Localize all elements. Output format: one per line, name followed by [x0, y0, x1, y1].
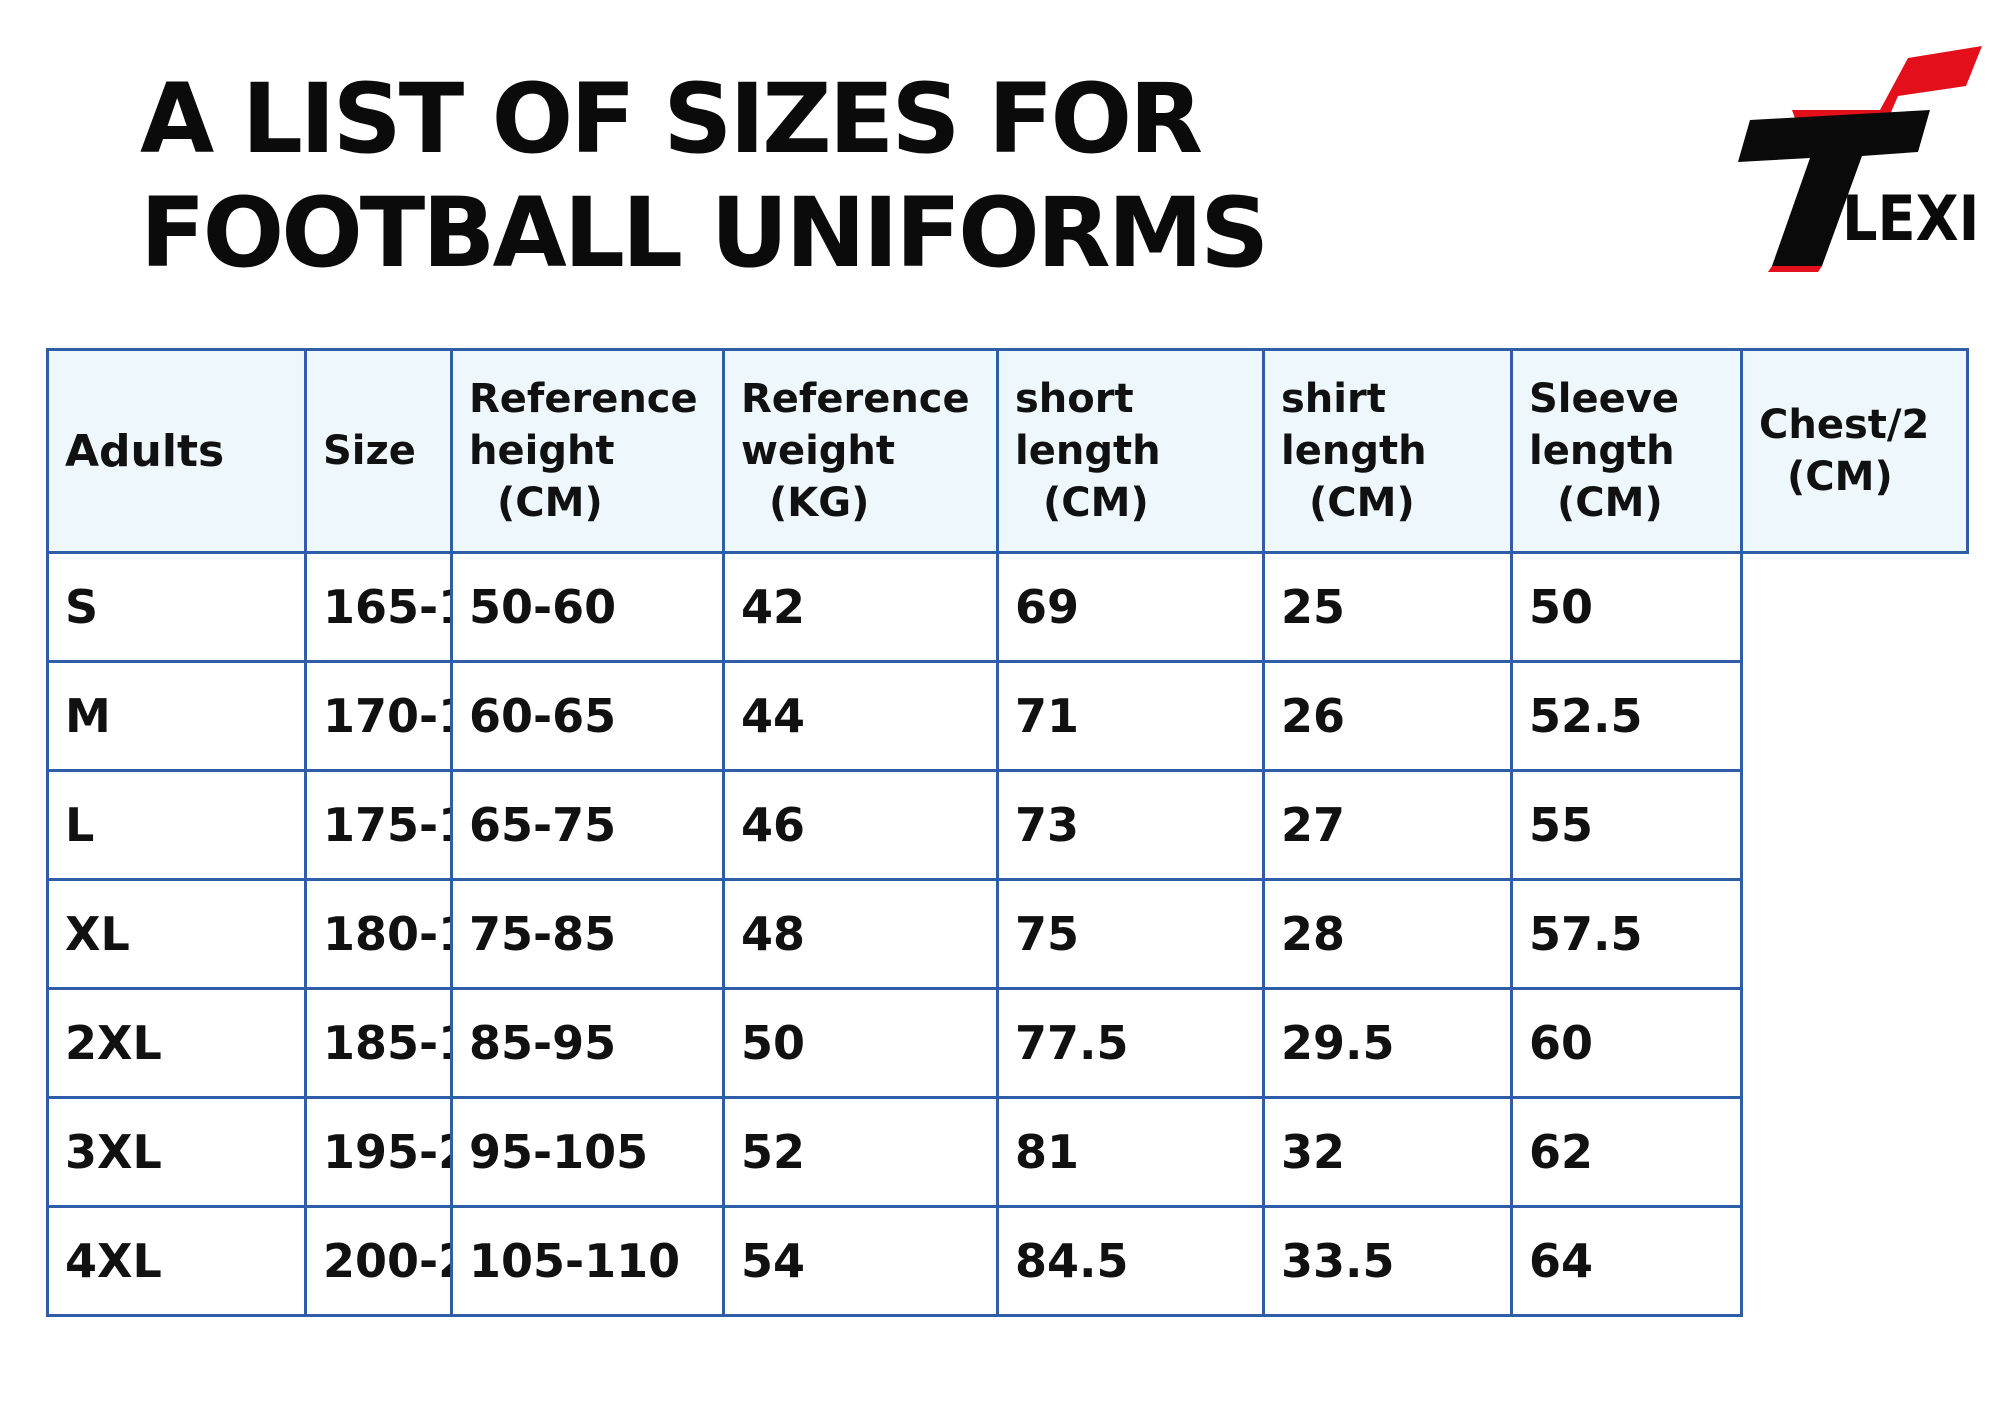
- header-line: Chest/2: [1759, 402, 1930, 448]
- cell-height: 175-180: [304, 769, 453, 881]
- group-label: Adults: [65, 425, 225, 477]
- cell-shirt-length: 69: [996, 551, 1265, 663]
- header-row: Adults Size Reference height (CM) Refere…: [46, 348, 1969, 554]
- cell-sleeve-length: 29.5: [1262, 987, 1513, 1099]
- cell-sleeve-length: 26: [1262, 660, 1513, 772]
- cell-shirt-length: 71: [996, 660, 1265, 772]
- cell-shirt-length: 81: [996, 1096, 1265, 1208]
- cell-shirt-length: 73: [996, 769, 1265, 881]
- table-row: M 170-175 60-65 44 71 26 52.5: [46, 660, 1968, 772]
- header-line: length: [1015, 428, 1161, 474]
- header-short-length: short length (CM): [996, 348, 1265, 554]
- cell-weight: 50-60: [450, 551, 725, 663]
- cell-shirt-length: 77.5: [996, 987, 1265, 1099]
- cell-size: XL: [46, 878, 307, 990]
- cell-short-length: 52: [722, 1096, 999, 1208]
- cell-shirt-length: 75: [996, 878, 1265, 990]
- header-unit: (KG): [769, 480, 870, 526]
- cell-chest-half: 55: [1510, 769, 1743, 881]
- header-shirt-length: shirt length (CM): [1262, 348, 1513, 554]
- brand-logo: LEXI: [1730, 40, 1990, 280]
- header-unit: (CM): [497, 480, 603, 526]
- cell-weight: 75-85: [450, 878, 725, 990]
- cell-height: 195-200: [304, 1096, 453, 1208]
- header-reference-weight: Reference weight (KG): [722, 348, 999, 554]
- header-sleeve-length: Sleeve length (CM): [1510, 348, 1743, 554]
- cell-chest-half: 60: [1510, 987, 1743, 1099]
- cell-size: 4XL: [46, 1205, 307, 1317]
- header-line: weight: [741, 428, 896, 474]
- cell-weight: 65-75: [450, 769, 725, 881]
- table-row: 4XL 200-210 105-110 54 84.5 33.5 64: [46, 1205, 1968, 1317]
- cell-size: 2XL: [46, 987, 307, 1099]
- cell-size: S: [46, 551, 307, 663]
- header-unit: (CM): [1309, 480, 1415, 526]
- cell-size: 3XL: [46, 1096, 307, 1208]
- header-line: Sleeve: [1529, 376, 1679, 422]
- cell-chest-half: 57.5: [1510, 878, 1743, 990]
- cell-chest-half: 50: [1510, 551, 1743, 663]
- cell-weight: 60-65: [450, 660, 725, 772]
- header-line: short: [1015, 376, 1134, 422]
- size-chart-table: Adults Size Reference height (CM) Refere…: [46, 348, 1969, 1317]
- cell-weight: 85-95: [450, 987, 725, 1099]
- cell-sleeve-length: 28: [1262, 878, 1513, 990]
- cell-size: M: [46, 660, 307, 772]
- cell-short-length: 48: [722, 878, 999, 990]
- page-title: A LIST OF SIZES FOR FOOTBALL UNIFORMS: [140, 62, 1269, 290]
- group-label-cell: Adults: [46, 348, 307, 554]
- cell-sleeve-length: 33.5: [1262, 1205, 1513, 1317]
- header-unit: (CM): [1043, 480, 1149, 526]
- cell-weight: 105-110: [450, 1205, 725, 1317]
- cell-size: L: [46, 769, 307, 881]
- cell-short-length: 46: [722, 769, 999, 881]
- header-unit: (CM): [1557, 480, 1663, 526]
- cell-height: 165-170: [304, 551, 453, 663]
- header-line: Reference: [741, 376, 970, 422]
- cell-short-length: 54: [722, 1205, 999, 1317]
- cell-short-length: 50: [722, 987, 999, 1099]
- table-row: 3XL 195-200 95-105 52 81 32 62: [46, 1096, 1968, 1208]
- cell-weight: 95-105: [450, 1096, 725, 1208]
- cell-sleeve-length: 25: [1262, 551, 1513, 663]
- cell-height: 185-195: [304, 987, 453, 1099]
- table-row: S 165-170 50-60 42 69 25 50: [46, 551, 1968, 663]
- header-line: length: [1281, 428, 1427, 474]
- header-size: Size: [304, 348, 453, 554]
- header-unit: (CM): [1787, 454, 1893, 500]
- cell-chest-half: 52.5: [1510, 660, 1743, 772]
- cell-chest-half: 62: [1510, 1096, 1743, 1208]
- cell-sleeve-length: 32: [1262, 1096, 1513, 1208]
- table-row: L 175-180 65-75 46 73 27 55: [46, 769, 1968, 881]
- header-line: Reference: [469, 376, 698, 422]
- header-line: shirt: [1281, 376, 1386, 422]
- table-body: S 165-170 50-60 42 69 25 50 M 170-175 60…: [46, 551, 1968, 1317]
- cell-short-length: 42: [722, 551, 999, 663]
- cell-shirt-length: 84.5: [996, 1205, 1265, 1317]
- cell-height: 170-175: [304, 660, 453, 772]
- title-line-2: FOOTBALL UNIFORMS: [140, 177, 1269, 289]
- header-chest-half: Chest/2 (CM): [1740, 348, 1969, 554]
- cell-chest-half: 64: [1510, 1205, 1743, 1317]
- header-reference-height: Reference height (CM): [450, 348, 725, 554]
- cell-short-length: 44: [722, 660, 999, 772]
- cell-sleeve-length: 27: [1262, 769, 1513, 881]
- svg-text:LEXI: LEXI: [1842, 182, 1979, 255]
- table-row: 2XL 185-195 85-95 50 77.5 29.5 60: [46, 987, 1968, 1099]
- header-size-label: Size: [323, 428, 416, 474]
- header-line: height: [469, 428, 615, 474]
- cell-height: 200-210: [304, 1205, 453, 1317]
- table-row: XL 180-185 75-85 48 75 28 57.5: [46, 878, 1968, 990]
- header-line: length: [1529, 428, 1675, 474]
- title-line-1: A LIST OF SIZES FOR: [140, 63, 1203, 175]
- cell-height: 180-185: [304, 878, 453, 990]
